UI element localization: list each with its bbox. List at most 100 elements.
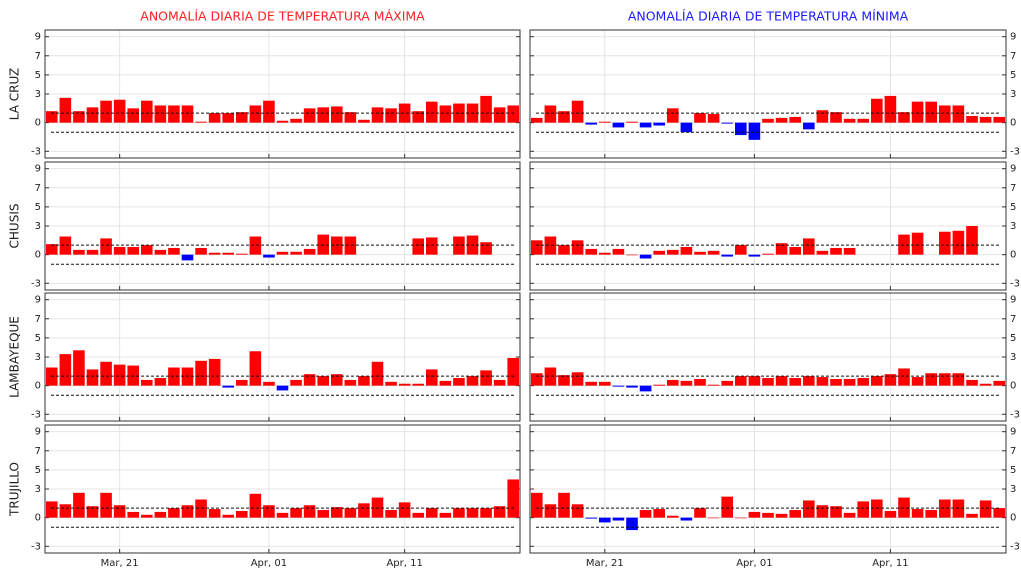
bar [531,240,543,255]
bar [290,251,302,255]
panel: -3 0 3 5 7 9 [529,292,1020,422]
bar [667,108,679,123]
bar [208,358,221,386]
bar [871,376,883,386]
bar [276,385,289,391]
bar [735,376,747,386]
bar [222,514,234,518]
bar [558,492,570,518]
bar [303,505,316,518]
bar [73,492,85,518]
panel-border [529,29,1007,159]
y-tick-label: 9 [35,164,41,175]
bar [653,384,665,386]
bar [493,379,506,386]
bar [141,100,153,123]
panel: -3 0 3 5 7 9 [31,29,521,159]
bar [775,513,788,518]
y-tick-label: -3 [31,146,41,157]
bar [222,385,234,388]
bar [385,381,397,386]
column-title: ANOMALÍA DIARIA DE TEMPERATURA MÁXIMA [140,9,425,24]
y-tick-label: 9 [1010,295,1016,306]
y-tick-label: 9 [35,427,41,438]
x-tick-label: Apr, 01 [736,558,772,568]
y-tick-label: 3 [1010,484,1016,495]
y-tick-label: 3 [1010,89,1016,100]
bar [480,242,492,255]
bar [667,515,679,518]
y-tick-label: -3 [31,278,41,289]
bar [544,236,557,255]
bar [439,105,452,123]
bar [46,111,58,123]
bar [59,97,72,123]
bar [86,506,99,518]
y-tick-label: 7 [1010,446,1016,457]
bar [195,360,207,386]
bar [626,254,638,256]
bar [86,369,99,386]
bar [290,508,302,518]
bar [639,122,652,128]
y-tick-label: 0 [35,250,41,261]
bar [531,373,543,386]
panel: -3 0 3 5 7 9 Mar, 21 Apr, 01 Apr, 11 [31,424,521,568]
bar [898,112,910,123]
bar [358,119,370,123]
bar [667,249,679,255]
bar [493,107,506,123]
bar [830,506,842,518]
y-tick-label: 7 [35,183,41,194]
bar [113,247,126,255]
bar [816,250,829,255]
y-tick-label: -3 [1010,541,1020,552]
bar [789,378,801,386]
y-tick-label: 7 [35,51,41,62]
y-tick-label: -3 [1010,409,1020,420]
y-tick-label: -3 [31,541,41,552]
bar [154,378,167,386]
bar [208,113,221,123]
bar [911,232,924,255]
bar [317,510,329,518]
bar [626,517,638,531]
bar [571,240,584,255]
bar [507,105,519,123]
bar [236,510,248,518]
bar [208,509,221,518]
bar [168,105,180,123]
bar [653,250,665,255]
bar [236,112,248,123]
bar [979,500,992,518]
bar [952,105,965,123]
bar [762,253,774,255]
bar [884,510,897,518]
bar [884,374,897,386]
bar [331,507,343,518]
bar [762,512,774,518]
y-tick-label: 7 [1010,51,1016,62]
bar [331,106,343,123]
bar [707,250,720,255]
bar [263,505,275,518]
bar [398,103,411,123]
bar [249,105,262,123]
bar [680,122,693,133]
bar [721,122,733,124]
bar [871,98,883,123]
bar [599,381,611,386]
bar [358,376,370,386]
bar [100,238,112,255]
row-label: LA CRUZ [8,68,22,121]
y-tick-label: 7 [35,446,41,457]
bar [599,252,611,255]
bar [748,254,761,257]
bar [939,231,951,255]
bar [195,121,207,123]
bar [290,379,302,386]
bar [344,236,357,255]
bar [181,105,194,123]
y-tick-label: 3 [1010,221,1016,232]
panel-border [44,292,521,422]
